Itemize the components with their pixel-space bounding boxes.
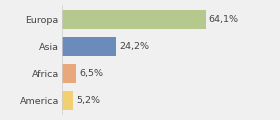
Text: 24,2%: 24,2% [119,42,149,51]
Bar [62,10,206,29]
Bar [62,91,73,110]
Text: 6,5%: 6,5% [79,69,103,78]
Text: 5,2%: 5,2% [76,96,100,105]
Bar [62,64,76,83]
Bar [62,37,116,56]
Text: 64,1%: 64,1% [209,15,239,24]
